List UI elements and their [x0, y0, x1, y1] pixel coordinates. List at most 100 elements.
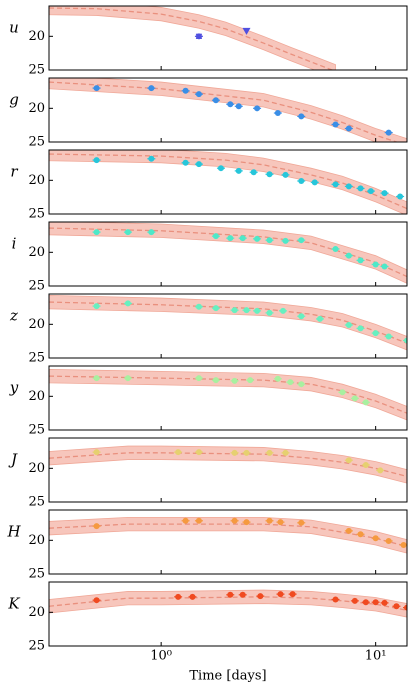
y-tick-label: 25 — [28, 423, 45, 438]
data-point — [266, 237, 273, 244]
data-point — [231, 449, 238, 456]
data-point — [189, 593, 196, 600]
data-point — [362, 599, 369, 606]
y-tick-label: 20 — [28, 29, 45, 44]
data-point — [282, 449, 289, 456]
data-point — [345, 125, 352, 132]
data-point — [277, 591, 284, 598]
data-point — [372, 261, 379, 268]
y-tick-label: 20 — [28, 389, 45, 404]
data-point — [231, 307, 238, 314]
model-band — [49, 445, 407, 484]
y-tick-label: 20 — [28, 533, 45, 548]
panel — [49, 150, 407, 214]
data-point — [351, 597, 358, 604]
model-band — [49, 6, 336, 70]
data-point — [124, 375, 131, 382]
data-point — [345, 183, 352, 190]
data-point — [362, 461, 369, 468]
data-point — [182, 87, 189, 94]
data-point — [227, 101, 234, 108]
y-tick-label: 20 — [28, 317, 45, 332]
panel — [49, 589, 407, 618]
data-point — [195, 517, 202, 524]
data-point — [345, 457, 352, 464]
data-point — [404, 337, 407, 344]
axes-frame — [48, 293, 408, 359]
model-band — [49, 517, 407, 554]
axes-frame — [48, 77, 408, 143]
model-band — [49, 368, 407, 421]
data-point — [381, 599, 388, 606]
y-label: y — [9, 378, 19, 396]
y-tick-label: 25 — [28, 351, 45, 366]
data-point — [175, 449, 182, 456]
data-point — [93, 523, 100, 530]
data-point — [289, 591, 296, 598]
data-point — [231, 517, 238, 524]
data-point — [195, 91, 202, 98]
data-point — [243, 519, 250, 526]
data-point — [254, 105, 261, 112]
data-point — [93, 157, 100, 164]
data-point — [287, 379, 294, 386]
data-point — [243, 307, 250, 314]
data-point — [397, 193, 404, 200]
data-point — [345, 252, 352, 259]
model-line — [49, 153, 407, 210]
data-point — [381, 263, 388, 270]
panel — [49, 445, 407, 484]
data-point — [345, 527, 352, 534]
upper-limit — [242, 27, 251, 35]
data-point — [332, 596, 339, 603]
data-point — [311, 179, 318, 186]
data-point — [266, 309, 273, 316]
axes-frame — [48, 509, 408, 575]
data-point — [385, 333, 392, 340]
axes-frame — [48, 5, 408, 71]
data-point — [298, 113, 305, 120]
data-point — [195, 303, 202, 310]
panel — [49, 6, 336, 70]
data-point — [332, 181, 339, 188]
data-point — [298, 519, 305, 526]
data-point — [266, 449, 273, 456]
panel — [49, 368, 407, 421]
axes-frame — [48, 149, 408, 215]
data-point — [332, 121, 339, 128]
data-point — [385, 129, 392, 136]
y-tick-label: 20 — [28, 245, 45, 260]
axes-frame — [48, 581, 408, 647]
model-line — [49, 452, 407, 478]
data-point — [239, 235, 246, 242]
data-point — [235, 103, 242, 110]
y-label: i — [12, 234, 17, 252]
data-point — [357, 325, 364, 332]
data-point — [93, 303, 100, 310]
x-tick-label: 10¹ — [365, 649, 387, 664]
y-label: z — [9, 306, 18, 324]
data-point — [274, 110, 281, 117]
data-point — [316, 315, 323, 322]
data-point — [93, 449, 100, 456]
model-line — [49, 375, 407, 414]
data-point — [298, 313, 305, 320]
y-tick-label: 20 — [28, 101, 45, 116]
y-label: r — [10, 162, 18, 180]
data-point — [195, 33, 202, 40]
data-point — [298, 237, 305, 244]
data-point — [381, 190, 388, 197]
data-point — [254, 307, 261, 314]
data-point — [212, 377, 219, 384]
data-point — [93, 229, 100, 236]
x-tick-label: 10⁰ — [150, 649, 172, 664]
data-point — [351, 395, 358, 402]
data-point — [367, 188, 374, 195]
y-tick-label: 25 — [28, 63, 45, 78]
data-point — [93, 85, 100, 92]
data-point — [345, 321, 352, 328]
data-point — [254, 235, 261, 242]
data-point — [332, 245, 339, 252]
data-point — [243, 449, 250, 456]
